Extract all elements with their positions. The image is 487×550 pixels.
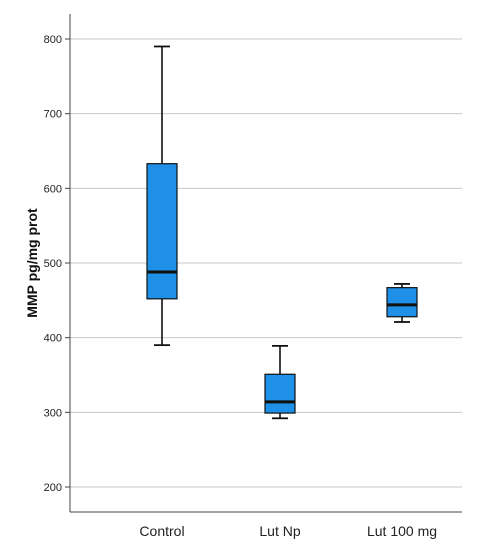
boxes [146, 45, 418, 420]
box-1 [146, 45, 178, 347]
gridlines [70, 38, 462, 488]
y-tick-label-800: 800 [44, 34, 62, 46]
x-category-label-1: Control [139, 523, 184, 539]
box-3 [386, 283, 418, 323]
iqr-box [264, 373, 296, 414]
x-category-label-2: Lut Np [259, 523, 300, 539]
labels: 200 300 400 500 600 700 800 Control Lut Np Lut 10… [44, 34, 437, 539]
axes [65, 14, 462, 513]
y-tick-label-700: 700 [44, 109, 62, 121]
y-tick-label-200: 200 [44, 482, 62, 494]
y-tick-label-400: 400 [44, 333, 62, 345]
y-tick-label-600: 600 [44, 183, 62, 195]
y-tick-label-500: 500 [44, 258, 62, 270]
iqr-box [146, 163, 178, 300]
y-axis-title: MMP pg/mg prot [24, 208, 40, 318]
x-category-label-3: Lut 100 mg [367, 523, 437, 539]
box-2 [264, 344, 296, 420]
y-tick-label-300: 300 [44, 407, 62, 419]
iqr-box [386, 287, 418, 318]
